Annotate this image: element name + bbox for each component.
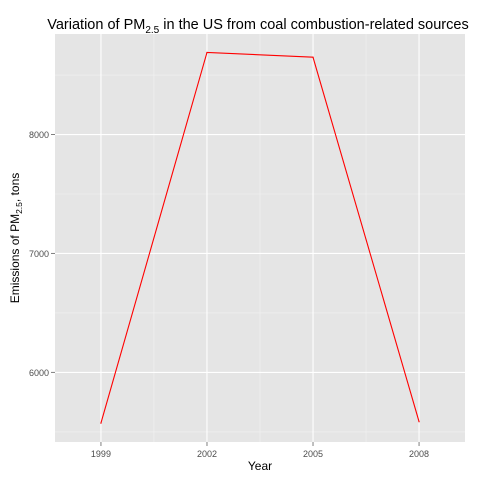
- y-axis-label-subscript: 2.5: [14, 202, 24, 214]
- data-point: [418, 421, 420, 423]
- series-line: [100, 51, 420, 424]
- x-tick-label: 1999: [91, 449, 111, 459]
- x-tick-label: 2002: [197, 449, 217, 459]
- minor-gridlines: [55, 34, 465, 442]
- major-gridlines: [55, 34, 465, 442]
- x-axis: 1999 2002 2005 2008: [91, 442, 429, 459]
- data-point: [312, 56, 314, 58]
- x-tick-label: 2005: [303, 449, 323, 459]
- y-tick-label: 8000: [29, 130, 49, 140]
- chart-title: Variation of PM2.5 in the US from coal c…: [47, 17, 468, 36]
- series-layer: [100, 51, 420, 424]
- chart-title-rest: in the US from coal combustion-related s…: [159, 17, 468, 33]
- y-axis-label-main: Emissions of PM: [8, 214, 22, 303]
- x-tick-label: 2008: [409, 449, 429, 459]
- y-tick-label: 7000: [29, 249, 49, 259]
- chart-title-subscript: 2.5: [145, 25, 159, 36]
- chart-title-main: Variation of PM: [47, 17, 145, 33]
- data-point: [206, 51, 208, 54]
- data-point: [100, 422, 102, 424]
- y-axis-label: Emissions of PM2.5, tons: [8, 173, 24, 304]
- y-tick-label: 6000: [29, 368, 49, 378]
- y-axis: 6000 7000 8000: [29, 130, 55, 378]
- y-axis-label-rest: , tons: [8, 173, 22, 202]
- x-axis-label: Year: [248, 459, 272, 473]
